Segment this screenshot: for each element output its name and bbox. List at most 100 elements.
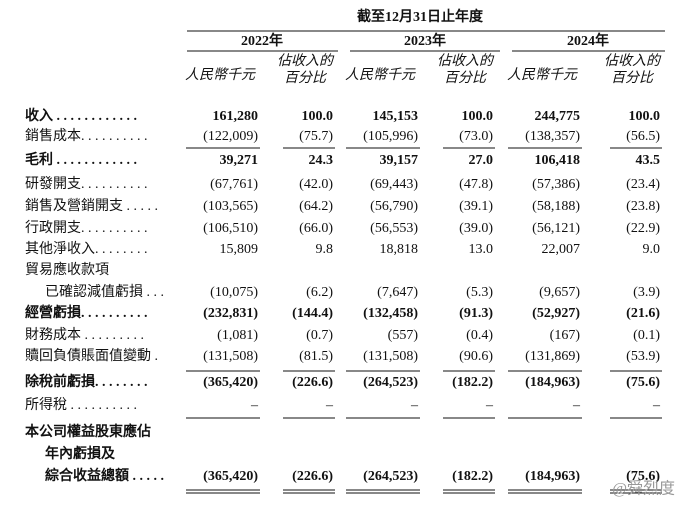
row-label: 貿易應收款項 (25, 261, 109, 278)
row-label: 綜合收益總額 . . . . . (45, 467, 164, 484)
row-label: 已確認減值虧損 . . . (45, 283, 164, 300)
row-label: 年內虧損及 (45, 445, 116, 462)
cell: (90.6) (459, 349, 493, 364)
cell: (365,420) (203, 469, 258, 484)
cell: (365,420) (203, 375, 258, 390)
cell: (56.5) (626, 129, 660, 144)
cell: (132,458) (363, 306, 418, 321)
cell: (144.4) (292, 306, 333, 321)
cell: (184,963) (525, 375, 580, 390)
percent-unit: 佔收入的 (277, 53, 335, 69)
row-label: 研發開支. . . . . . . . . . (25, 176, 148, 192)
year: 2024年 (567, 32, 609, 49)
cell: (91.3) (459, 306, 493, 321)
cell: – (250, 398, 259, 413)
cell: (3.9) (633, 285, 660, 300)
cell: (138,357) (525, 129, 580, 144)
cell: (6.2) (306, 285, 333, 300)
cell: – (652, 398, 661, 413)
row-label: 銷售及營銷開支 . . . . . (25, 198, 158, 214)
cell: (42.0) (299, 177, 333, 192)
cell: (10,075) (210, 285, 258, 300)
cell: (56,553) (370, 221, 418, 236)
cell: (66.0) (299, 221, 333, 236)
cell: (56,790) (370, 199, 418, 214)
cell: (58,188) (532, 199, 580, 214)
cell: 27.0 (469, 153, 494, 168)
cell: (0.1) (633, 328, 660, 343)
row-label: 收入 . . . . . . . . . . . . (25, 107, 137, 124)
percent-unit: 百分比 (284, 70, 328, 86)
cell: (57,386) (532, 177, 580, 192)
cell: (232,831) (203, 306, 258, 321)
cell: (23.8) (626, 199, 660, 214)
cell: (103,565) (203, 199, 258, 214)
cell: (167) (550, 328, 581, 343)
cell: (122,009) (203, 129, 258, 144)
row-label: 經營虧損. . . . . . . . . . (25, 304, 148, 321)
cell: (1,081) (217, 328, 258, 343)
cell: (131,508) (203, 349, 258, 364)
cell: 100.0 (462, 109, 494, 124)
cell: (105,996) (363, 129, 418, 144)
cell: (52,927) (532, 306, 580, 321)
cell: (0.7) (306, 328, 333, 343)
cell: (75.7) (299, 129, 333, 144)
row-label: 本公司權益股東應佔 (25, 423, 151, 440)
cell: 161,280 (213, 109, 259, 124)
row-label: 毛利 . . . . . . . . . . . . (25, 151, 137, 168)
percent-unit: 百分比 (444, 70, 488, 86)
cell: (131,508) (363, 349, 418, 364)
cell: 24.3 (309, 153, 334, 168)
cell: (53.9) (626, 349, 660, 364)
cell: – (572, 398, 581, 413)
cell: (22.9) (626, 221, 660, 236)
cell: (557) (388, 328, 419, 343)
cell: (81.5) (299, 349, 333, 364)
cell: 22,007 (542, 242, 581, 257)
cell: (75.6) (626, 375, 660, 390)
cell: 18,818 (380, 242, 419, 257)
year: 2023年 (404, 32, 446, 49)
row-label: 除稅前虧損. . . . . . . . (25, 373, 148, 390)
amount-unit: 人民幣千元 (345, 67, 416, 83)
cell: 39,157 (380, 153, 419, 168)
cell: 100.0 (629, 109, 661, 124)
cell: (264,523) (363, 375, 418, 390)
cell: 145,153 (373, 109, 419, 124)
watermark: @舜烈度 (612, 480, 675, 498)
period-header: 截至12月31日止年度 (357, 8, 484, 25)
cell: (67,761) (210, 177, 258, 192)
cell: (69,443) (370, 177, 418, 192)
cell: (73.0) (459, 129, 493, 144)
cell: 43.5 (636, 153, 661, 168)
cell: (7,647) (377, 285, 418, 300)
year: 2022年 (241, 32, 283, 49)
cell: 9.0 (643, 242, 661, 257)
cell: (182.2) (452, 375, 493, 390)
cell: (39.1) (459, 199, 493, 214)
cell: (64.2) (299, 199, 333, 214)
row-label: 所得稅 . . . . . . . . . . (25, 396, 137, 413)
cell: (56,121) (532, 221, 580, 236)
cell: – (325, 398, 334, 413)
cell: 9.8 (316, 242, 334, 257)
amount-unit: 人民幣千元 (185, 67, 256, 83)
cell: (264,523) (363, 469, 418, 484)
row-label: 行政開支. . . . . . . . . . (25, 220, 148, 236)
cell: (9,657) (539, 285, 580, 300)
cell: 100.0 (302, 109, 334, 124)
cell: 39,271 (220, 153, 259, 168)
cell: (23.4) (626, 177, 660, 192)
percent-unit: 佔收入的 (604, 53, 662, 69)
cell: (226.6) (292, 375, 333, 390)
cell: 244,775 (535, 109, 581, 124)
cell: (5.3) (466, 285, 493, 300)
row-label: 贖回負債賬面值變動 . (25, 348, 158, 364)
cell: 106,418 (535, 153, 581, 168)
cell: 15,809 (220, 242, 259, 257)
cell: 13.0 (469, 242, 494, 257)
cell: (47.8) (459, 177, 493, 192)
cell: (39.0) (459, 221, 493, 236)
row-label: 銷售成本. . . . . . . . . . (25, 128, 148, 144)
